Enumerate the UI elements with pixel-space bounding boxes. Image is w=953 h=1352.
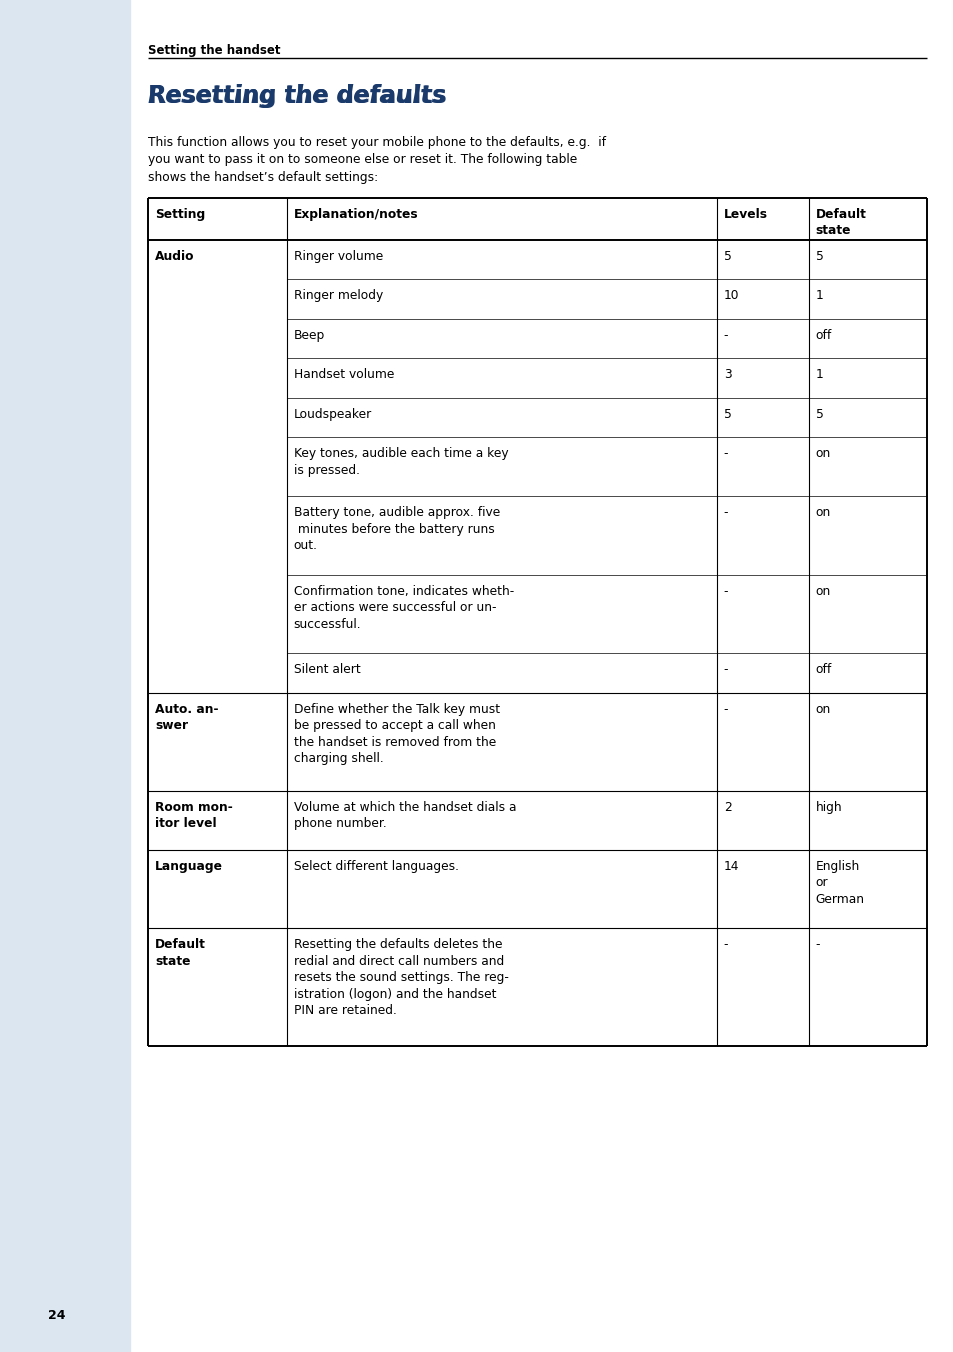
Text: Default
state: Default state: [815, 208, 865, 238]
Text: 1: 1: [815, 289, 822, 303]
Text: -: -: [723, 703, 727, 717]
Text: Language: Language: [154, 860, 223, 873]
Text: Resetting the defaults: Resetting the defaults: [148, 84, 446, 108]
Text: off: off: [815, 329, 831, 342]
Text: Ringer volume: Ringer volume: [294, 250, 382, 264]
Text: Auto. an-
swer: Auto. an- swer: [154, 703, 218, 733]
Text: Levels: Levels: [723, 208, 767, 220]
Text: -: -: [723, 664, 727, 676]
Text: 1: 1: [815, 369, 822, 381]
Text: Default
state: Default state: [154, 938, 206, 968]
Text: 14: 14: [723, 860, 739, 873]
Bar: [0, 0, 130, 1352]
Text: -: -: [723, 448, 727, 461]
Text: high: high: [815, 800, 841, 814]
Text: 24: 24: [48, 1309, 66, 1322]
Text: off: off: [815, 664, 831, 676]
Text: Confirmation tone, indicates wheth-
er actions were successful or un-
successful: Confirmation tone, indicates wheth- er a…: [294, 585, 514, 631]
Text: Key tones, audible each time a key
is pressed.: Key tones, audible each time a key is pr…: [294, 448, 508, 477]
Text: Setting: Setting: [154, 208, 205, 220]
Text: 10: 10: [723, 289, 739, 303]
Text: 2: 2: [723, 800, 731, 814]
Text: 5: 5: [723, 250, 731, 264]
Text: Room mon-
itor level: Room mon- itor level: [154, 800, 233, 830]
Text: 5: 5: [815, 250, 822, 264]
Text: Audio: Audio: [154, 250, 194, 264]
Text: Ringer melody: Ringer melody: [294, 289, 382, 303]
Text: English
or
German: English or German: [815, 860, 863, 906]
Text: 3: 3: [723, 369, 731, 381]
Text: Silent alert: Silent alert: [294, 664, 360, 676]
Text: Beep: Beep: [294, 329, 325, 342]
Text: -: -: [815, 938, 820, 952]
Text: -: -: [723, 585, 727, 598]
Text: 5: 5: [815, 408, 822, 420]
Text: on: on: [815, 507, 830, 519]
Text: on: on: [815, 703, 830, 717]
Text: Explanation/notes: Explanation/notes: [294, 208, 417, 220]
Text: Select different languages.: Select different languages.: [294, 860, 458, 873]
Text: Define whether the Talk key must
be pressed to accept a call when
the handset is: Define whether the Talk key must be pres…: [294, 703, 499, 765]
Text: 5: 5: [723, 408, 731, 420]
Text: -: -: [723, 938, 727, 952]
Text: This function allows you to reset your mobile phone to the defaults, e.g.  if
yo: This function allows you to reset your m…: [148, 137, 605, 184]
Text: Resetting the defaults: Resetting the defaults: [148, 84, 445, 108]
Text: Loudspeaker: Loudspeaker: [294, 408, 372, 420]
Text: -: -: [723, 329, 727, 342]
Text: Battery tone, audible approx. five
 minutes before the battery runs
out.: Battery tone, audible approx. five minut…: [294, 507, 499, 553]
Text: Handset volume: Handset volume: [294, 369, 394, 381]
Text: Setting the handset: Setting the handset: [148, 45, 280, 57]
Text: Resetting the defaults deletes the
redial and direct call numbers and
resets the: Resetting the defaults deletes the redia…: [294, 938, 508, 1018]
Text: Volume at which the handset dials a
phone number.: Volume at which the handset dials a phon…: [294, 800, 516, 830]
Text: -: -: [723, 507, 727, 519]
Text: on: on: [815, 585, 830, 598]
Text: on: on: [815, 448, 830, 461]
